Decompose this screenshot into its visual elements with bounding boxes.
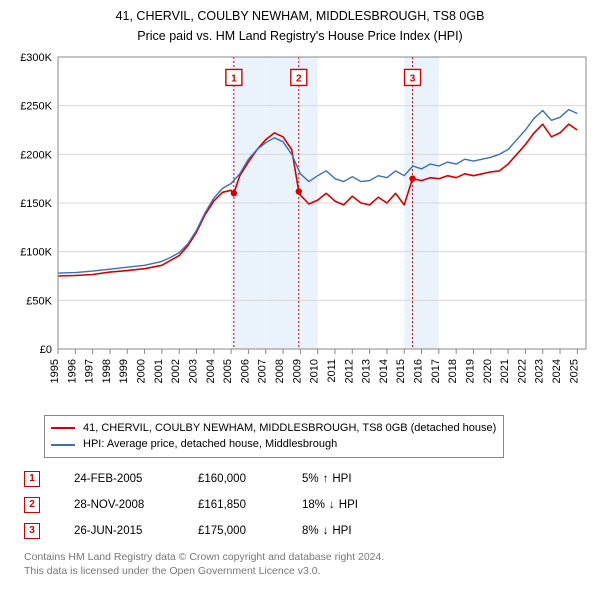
arrow-icon: ↓ bbox=[329, 499, 335, 511]
svg-text:2025: 2025 bbox=[568, 359, 580, 383]
svg-text:2017: 2017 bbox=[430, 359, 442, 383]
transaction-price: £160,000 bbox=[198, 473, 278, 485]
transaction-badge: 2 bbox=[24, 497, 40, 513]
svg-text:2000: 2000 bbox=[136, 359, 148, 383]
svg-text:£250K: £250K bbox=[20, 101, 52, 113]
legend-label: 41, CHERVIL, COULBY NEWHAM, MIDDLESBROUG… bbox=[83, 420, 496, 437]
svg-text:1995: 1995 bbox=[49, 359, 61, 383]
svg-text:2006: 2006 bbox=[239, 359, 251, 383]
svg-text:2011: 2011 bbox=[326, 359, 338, 383]
transaction-date: 26-JUN-2015 bbox=[74, 525, 174, 537]
arrow-icon: ↓ bbox=[323, 525, 329, 537]
svg-text:£50K: £50K bbox=[26, 295, 52, 307]
svg-text:£100K: £100K bbox=[20, 247, 52, 259]
svg-text:1999: 1999 bbox=[118, 359, 130, 383]
svg-text:2007: 2007 bbox=[257, 359, 269, 383]
transaction-date: 28-NOV-2008 bbox=[74, 499, 174, 511]
legend-swatch bbox=[51, 427, 75, 429]
transaction-price: £161,850 bbox=[198, 499, 278, 511]
svg-text:1998: 1998 bbox=[101, 359, 113, 383]
transaction-date: 24-FEB-2005 bbox=[74, 473, 174, 485]
svg-text:2014: 2014 bbox=[378, 359, 390, 383]
legend-box: 41, CHERVIL, COULBY NEWHAM, MIDDLESBROUG… bbox=[44, 415, 504, 458]
transaction-row: 3 26-JUN-2015 £175,000 8% ↓ HPI bbox=[24, 518, 590, 544]
footer-attribution: Contains HM Land Registry data © Crown c… bbox=[24, 550, 590, 578]
svg-text:3: 3 bbox=[410, 73, 416, 84]
chart-svg: £0 £50K £100K £150K £200K £250K £300K 1 2 3 1995 19… bbox=[10, 49, 590, 409]
footer-line-1: Contains HM Land Registry data © Crown c… bbox=[24, 550, 590, 564]
legend-swatch bbox=[51, 444, 75, 446]
transaction-badge: 1 bbox=[24, 471, 40, 487]
svg-text:2015: 2015 bbox=[395, 359, 407, 383]
svg-text:2001: 2001 bbox=[153, 359, 165, 383]
svg-text:2020: 2020 bbox=[482, 359, 494, 383]
chart-title: 41, CHERVIL, COULBY NEWHAM, MIDDLESBROUG… bbox=[10, 8, 590, 25]
svg-text:£150K: £150K bbox=[20, 198, 52, 210]
chart-container: 41, CHERVIL, COULBY NEWHAM, MIDDLESBROUG… bbox=[0, 0, 600, 586]
svg-text:2005: 2005 bbox=[222, 359, 234, 383]
svg-text:2008: 2008 bbox=[274, 359, 286, 383]
svg-text:1: 1 bbox=[231, 73, 237, 84]
svg-text:£0: £0 bbox=[40, 344, 52, 356]
svg-text:2021: 2021 bbox=[499, 359, 511, 383]
svg-text:£300K: £300K bbox=[20, 52, 52, 64]
svg-text:2023: 2023 bbox=[534, 359, 546, 383]
transaction-badge: 3 bbox=[24, 523, 40, 539]
svg-text:2019: 2019 bbox=[464, 359, 476, 383]
transaction-price: £175,000 bbox=[198, 525, 278, 537]
transaction-pct: 8% ↓ HPI bbox=[302, 525, 412, 537]
svg-text:1997: 1997 bbox=[84, 359, 96, 383]
svg-text:2013: 2013 bbox=[361, 359, 373, 383]
transaction-pct: 18% ↓ HPI bbox=[302, 499, 412, 511]
transactions-table: 1 24-FEB-2005 £160,000 5% ↑ HPI 2 28-NOV-2008… bbox=[24, 466, 590, 544]
svg-text:2018: 2018 bbox=[447, 359, 459, 383]
transaction-row: 2 28-NOV-2008 £161,850 18% ↓ HPI bbox=[24, 492, 590, 518]
legend-row: HPI: Average price, detached house, Midd… bbox=[51, 436, 497, 453]
legend-row: 41, CHERVIL, COULBY NEWHAM, MIDDLESBROUG… bbox=[51, 420, 497, 437]
transaction-pct: 5% ↑ HPI bbox=[302, 473, 412, 485]
svg-text:2002: 2002 bbox=[170, 359, 182, 383]
svg-text:2003: 2003 bbox=[187, 359, 199, 383]
transaction-row: 1 24-FEB-2005 £160,000 5% ↑ HPI bbox=[24, 466, 590, 492]
svg-text:2024: 2024 bbox=[551, 359, 563, 383]
svg-text:2: 2 bbox=[296, 73, 302, 84]
svg-text:2022: 2022 bbox=[516, 359, 528, 383]
svg-text:£200K: £200K bbox=[20, 149, 52, 161]
svg-text:2004: 2004 bbox=[205, 359, 217, 383]
footer-line-2: This data is licensed under the Open Gov… bbox=[24, 564, 590, 578]
svg-text:1996: 1996 bbox=[66, 359, 78, 383]
svg-text:2009: 2009 bbox=[291, 359, 303, 383]
svg-text:2016: 2016 bbox=[413, 359, 425, 383]
svg-text:2012: 2012 bbox=[343, 359, 355, 383]
chart-subtitle: Price paid vs. HM Land Registry's House … bbox=[10, 29, 590, 43]
arrow-icon: ↑ bbox=[323, 473, 329, 485]
chart-plot: £0 £50K £100K £150K £200K £250K £300K 1 2 3 1995 19… bbox=[10, 49, 590, 409]
legend-label: HPI: Average price, detached house, Midd… bbox=[83, 436, 337, 453]
svg-text:2010: 2010 bbox=[309, 359, 321, 383]
